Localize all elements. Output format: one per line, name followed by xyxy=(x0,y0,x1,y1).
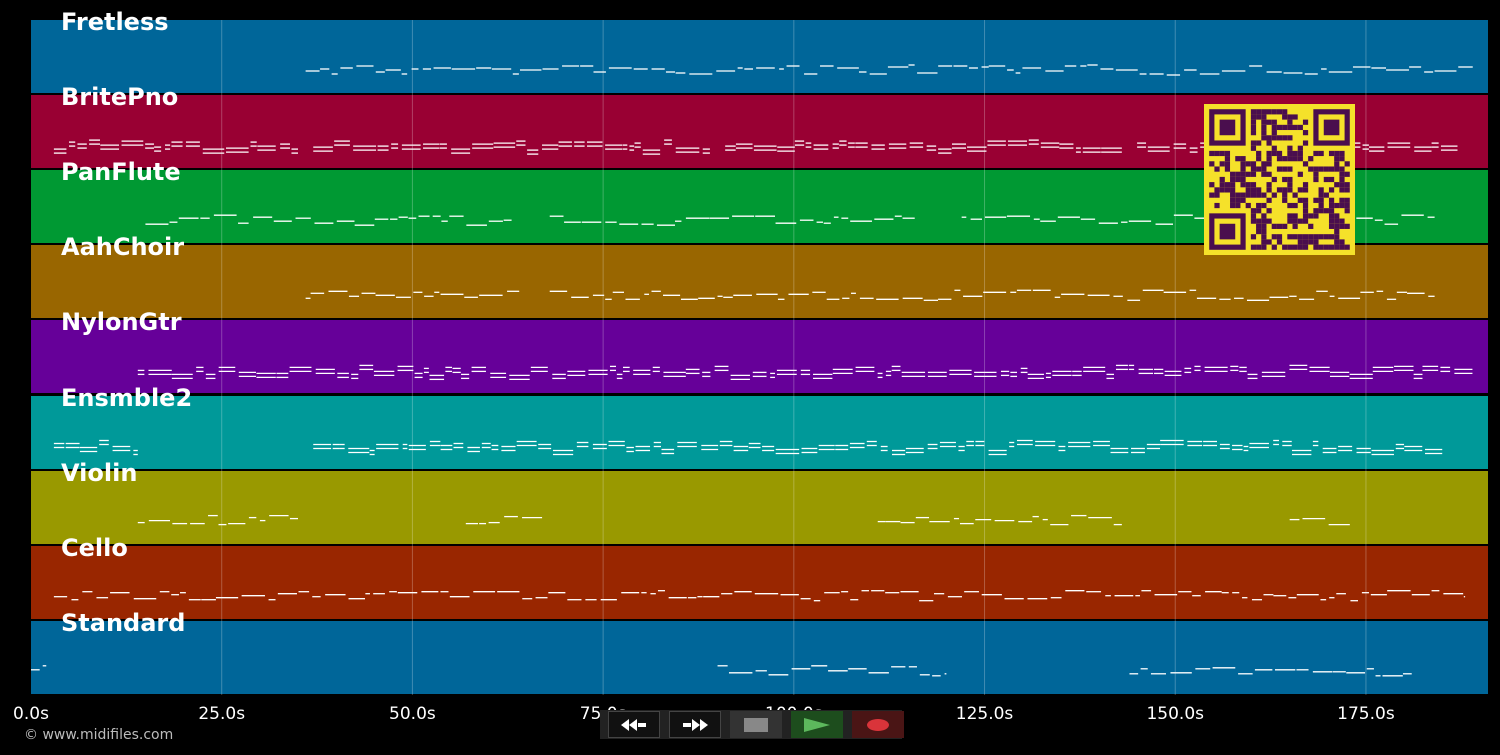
play-icon xyxy=(804,717,830,732)
time-tick-label: 0.0s xyxy=(13,704,49,724)
rewind-button[interactable] xyxy=(608,711,660,738)
track-lane xyxy=(31,20,1488,93)
time-tick-label: 125.0s xyxy=(955,704,1014,724)
time-tick-label: 25.0s xyxy=(198,704,246,724)
fast-forward-icon xyxy=(683,718,708,731)
time-tick-label: 150.0s xyxy=(1146,704,1204,724)
rewind-icon xyxy=(621,718,646,731)
track-lane xyxy=(31,546,1488,619)
track-lane xyxy=(31,320,1488,393)
copyright-text: © www.midifiles.com xyxy=(24,727,174,743)
stop-icon xyxy=(744,717,768,732)
track-lane xyxy=(31,621,1488,694)
record-button[interactable] xyxy=(852,711,904,738)
track-lane xyxy=(31,396,1488,469)
qr-code-icon xyxy=(1204,104,1355,255)
stop-button[interactable] xyxy=(730,711,782,738)
fast-forward-button[interactable] xyxy=(669,711,721,738)
time-tick-label: 50.0s xyxy=(389,704,436,724)
time-tick-label: 175.0s xyxy=(1337,704,1395,724)
record-icon xyxy=(867,718,889,731)
track-lane xyxy=(31,471,1488,544)
play-button[interactable] xyxy=(791,711,843,738)
track-lane xyxy=(31,245,1488,318)
playback-controls xyxy=(600,710,904,739)
